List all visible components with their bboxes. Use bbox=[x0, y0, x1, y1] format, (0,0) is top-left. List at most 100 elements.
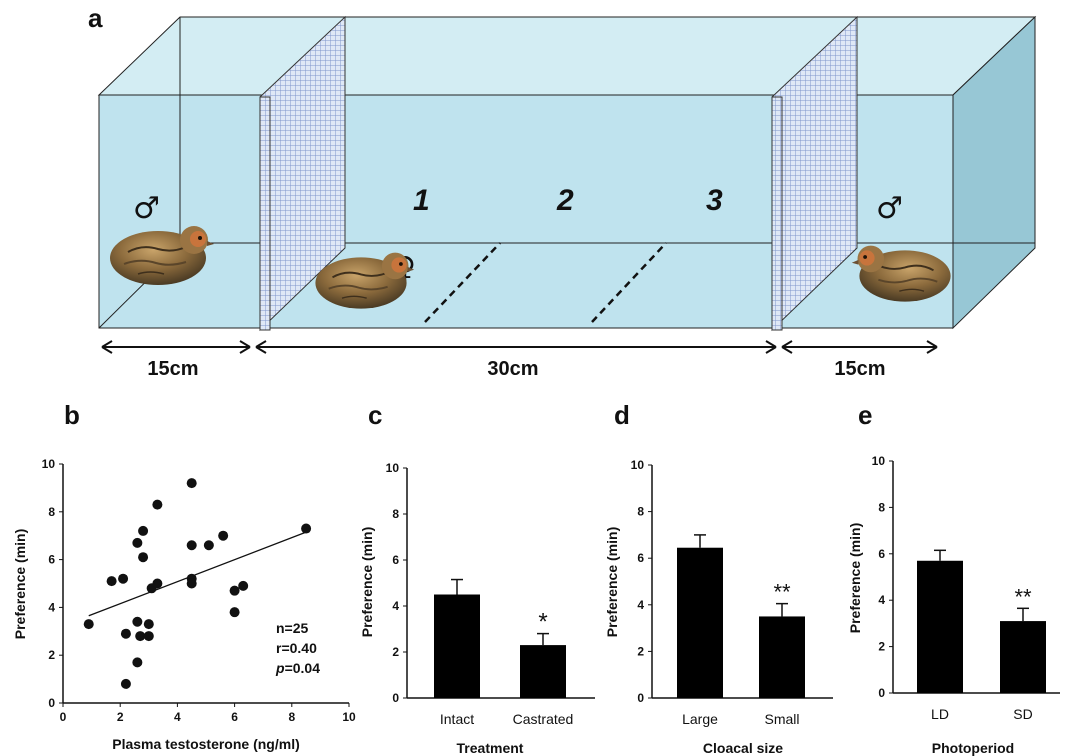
scatter-point bbox=[132, 537, 143, 548]
scatter-x-axis-title: Plasma testosterone (ng/ml) bbox=[112, 736, 300, 752]
panel-b: b 0 2 4 6 8 10 0 2 4 6 8 10 Plasma testosterone (ng… bbox=[12, 400, 356, 752]
zone-divider-1 bbox=[424, 242, 501, 323]
scatter-point bbox=[238, 580, 249, 591]
scatter-point bbox=[138, 525, 149, 536]
scatter-x-tick-label: 6 bbox=[231, 710, 238, 724]
scatter-point bbox=[143, 631, 154, 642]
bar-y-tick-label: 0 bbox=[878, 686, 885, 700]
scatter-y-axis-title: Preference (min) bbox=[12, 529, 28, 639]
bar bbox=[520, 645, 566, 698]
bar-y-tick-label: 0 bbox=[392, 691, 399, 705]
bar-y-tick-label: 6 bbox=[637, 551, 644, 565]
scatter-point bbox=[132, 616, 143, 627]
scatter-point bbox=[218, 530, 229, 541]
panel-a: a 1 2 3 ♂ ♀ ♂ bbox=[88, 3, 1037, 380]
photoperiod-x-axis-title: Photoperiod bbox=[932, 740, 1014, 756]
stat-n: n=25 bbox=[276, 620, 309, 636]
bar-y-tick-label: 4 bbox=[878, 593, 885, 607]
scatter-y-tick-label: 4 bbox=[48, 600, 55, 614]
bar-y-tick-label: 8 bbox=[392, 507, 399, 521]
scatter-point bbox=[152, 499, 163, 510]
panel-a-letter: a bbox=[88, 3, 103, 33]
bar-y-tick-label: 4 bbox=[637, 598, 644, 612]
dimension-label-left: 15cm bbox=[147, 358, 198, 380]
panel-d-letter: d bbox=[614, 400, 630, 430]
scatter-y-tick-label: 6 bbox=[48, 553, 55, 567]
bar-category-label: Intact bbox=[440, 711, 474, 727]
significance-marker: ** bbox=[1014, 584, 1032, 609]
zone-label-1: 1 bbox=[413, 184, 430, 217]
bar-y-tick-label: 10 bbox=[631, 458, 645, 472]
scatter-point bbox=[120, 678, 131, 689]
bar-category-label: Large bbox=[682, 711, 718, 727]
dimension-label-right: 15cm bbox=[834, 358, 885, 380]
scatter-point bbox=[135, 631, 146, 642]
panel-e: e 0 2 4 6 8 10 LD SD ** Photoperiod Preference (… bbox=[847, 400, 1060, 756]
scatter-point bbox=[203, 540, 214, 551]
dimension-arrows bbox=[101, 340, 938, 354]
bar-chart-photoperiod: 0 2 4 6 8 10 LD SD ** bbox=[872, 454, 1060, 722]
scatter-x-tick-label: 2 bbox=[117, 710, 124, 724]
scatter-point bbox=[229, 585, 240, 596]
panel-b-letter: b bbox=[64, 400, 80, 430]
scatter-point bbox=[106, 576, 117, 587]
bar-y-tick-label: 2 bbox=[878, 640, 885, 654]
panel-e-letter: e bbox=[858, 400, 872, 430]
panel-c-letter: c bbox=[368, 400, 382, 430]
male-symbol-left: ♂ bbox=[133, 191, 160, 226]
scatter-point bbox=[120, 628, 131, 639]
bar-y-tick-label: 6 bbox=[878, 547, 885, 561]
cloacal-y-axis-title: Preference (min) bbox=[604, 527, 620, 637]
scatter-axes: 0 2 4 6 8 10 0 2 4 6 8 10 bbox=[42, 457, 356, 724]
bar bbox=[759, 616, 805, 698]
male-symbol-right: ♂ bbox=[876, 191, 903, 226]
bar bbox=[917, 560, 963, 693]
scatter-x-tick-label: 0 bbox=[60, 710, 67, 724]
bar bbox=[677, 547, 723, 698]
zone-divider-2 bbox=[591, 242, 667, 323]
treatment-x-axis-title: Treatment bbox=[457, 740, 524, 756]
bar-category-label: SD bbox=[1013, 706, 1032, 722]
right-mesh-edge bbox=[771, 96, 783, 331]
scatter-point bbox=[118, 573, 129, 584]
scatter-y-tick-label: 0 bbox=[48, 696, 55, 710]
scatter-point bbox=[138, 552, 149, 563]
scatter-point bbox=[229, 607, 240, 618]
left-mesh-edge bbox=[259, 96, 271, 331]
stat-p-value: =0.04 bbox=[285, 660, 321, 676]
significance-marker: * bbox=[538, 609, 547, 636]
bar-chart-treatment: 0 2 4 6 8 10 Intact Castrated * bbox=[386, 461, 595, 727]
scatter-y-tick-label: 8 bbox=[48, 505, 55, 519]
bar-y-tick-label: 2 bbox=[392, 645, 399, 659]
significance-marker: ** bbox=[773, 580, 791, 605]
scatter-point bbox=[301, 523, 312, 534]
stat-r: r=0.40 bbox=[276, 640, 317, 656]
scatter-point bbox=[186, 578, 197, 589]
bar-category-label: LD bbox=[931, 706, 949, 722]
bar-y-tick-label: 0 bbox=[637, 691, 644, 705]
scatter-point bbox=[83, 619, 94, 630]
scatter-x-tick-label: 8 bbox=[288, 710, 295, 724]
bar-y-tick-label: 10 bbox=[872, 454, 886, 468]
scatter-point bbox=[186, 540, 197, 551]
bar-y-tick-label: 10 bbox=[386, 461, 400, 475]
scatter-x-tick-label: 10 bbox=[342, 710, 356, 724]
zone-label-2: 2 bbox=[556, 184, 574, 217]
bar-chart-cloacal: 0 2 4 6 8 10 Large Small ** bbox=[631, 458, 833, 727]
scatter-y-tick-label: 10 bbox=[42, 457, 56, 471]
zone-label-3: 3 bbox=[706, 184, 723, 217]
bar-category-label: Castrated bbox=[513, 711, 574, 727]
cloacal-x-axis-title: Cloacal size bbox=[703, 740, 783, 756]
panel-d: d 0 2 4 6 8 10 Large Small ** Cloacal size Prefe… bbox=[604, 400, 833, 756]
scatter-point bbox=[152, 578, 163, 589]
scatter-y-tick-label: 2 bbox=[48, 648, 55, 662]
bar-y-tick-label: 2 bbox=[637, 644, 644, 658]
bar-category-label: Small bbox=[764, 711, 799, 727]
scatter-x-tick-label: 4 bbox=[174, 710, 181, 724]
scatter-trendline bbox=[88, 531, 307, 617]
scatter-point bbox=[132, 657, 143, 668]
photoperiod-y-axis-title: Preference (min) bbox=[847, 523, 863, 633]
bar-y-tick-label: 4 bbox=[392, 599, 399, 613]
scatter-point bbox=[143, 619, 154, 630]
